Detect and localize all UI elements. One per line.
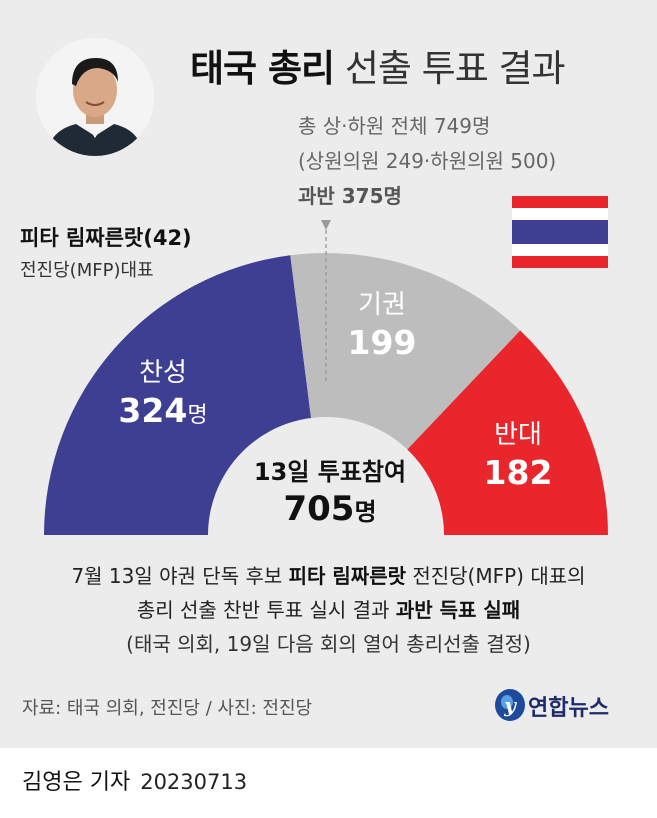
turnout-center: 13일 투표참여 705명 (200, 452, 460, 529)
title-light: 선출 투표 결과 (344, 47, 566, 90)
note-line-1: 7월 13일 야권 단독 후보 피타 림짜른랏 전진당(MFP) 대표의 (0, 560, 657, 589)
segment-yes-unit: 명 (187, 403, 208, 428)
segment-no-name: 반대 (494, 420, 542, 450)
credit-line: 김영은 기자 20230713 (22, 764, 247, 796)
segment-abstain-value: 199 (347, 323, 417, 362)
turnout-label: 13일 투표참여 (253, 458, 407, 486)
note-line-1-a: 7월 13일 야권 단독 후보 (71, 564, 289, 588)
infographic-card: 태국 총리 선출 투표 결과 총 상·하원 전체 749명 (상원의원 249·… (0, 0, 657, 748)
segment-no (407, 330, 608, 535)
note-line-1-c: 전진당(MFP) 대표의 (406, 564, 586, 588)
total-seats-text: 총 상·하원 전체 749명 (298, 114, 491, 138)
segment-yes-name: 찬성 (139, 358, 187, 388)
seat-breakdown-text: (상원의원 249·하원의원 500) (298, 149, 557, 173)
note-line-2-b: 과반 득표 실패 (395, 598, 521, 622)
majority-text: 과반 375명 (298, 184, 402, 208)
title-bold: 태국 총리 (190, 47, 335, 90)
yonhap-logo-text: 연합뉴스 (528, 696, 609, 721)
majority-marker-icon (321, 220, 331, 382)
segment-abstain-name: 기권 (358, 290, 406, 320)
segment-yes (44, 255, 312, 535)
reporter-name: 김영은 기자 (22, 770, 131, 795)
candidate-photo (36, 38, 154, 156)
segment-yes-value: 324 (118, 391, 188, 430)
thailand-flag-icon (512, 196, 608, 268)
turnout-total: 705 (283, 489, 355, 529)
note-line-1-b: 피타 림짜른랏 (288, 564, 406, 588)
vote-chart (44, 220, 608, 535)
candidate-party: 전진당(MFP)대표 (20, 260, 154, 281)
chart-title: 태국 총리 선출 투표 결과 (190, 38, 630, 92)
yonhap-logo-icon: y (495, 689, 525, 721)
turnout-unit: 명 (354, 498, 377, 526)
logo-mark: y (503, 693, 517, 717)
segment-abstain (290, 253, 521, 450)
note-line-2-a: 총리 선출 찬반 투표 실시 결과 (136, 598, 396, 622)
note-line-2: 총리 선출 찬반 투표 실시 결과 과반 득표 실패 (0, 594, 657, 623)
segment-no-value: 182 (483, 453, 553, 492)
credit-date: 20230713 (140, 770, 248, 794)
source-text: 자료: 태국 의회, 전진당 / 사진: 전진당 (22, 698, 313, 719)
segment-label-yes: 찬성 324명 (98, 352, 228, 430)
note-line-3: (태국 의회, 19일 다음 회의 열어 총리선출 결정) (126, 632, 531, 656)
candidate-name: 피타 림짜른랏(42) (20, 226, 192, 250)
segment-label-no: 반대 182 (458, 414, 578, 492)
segment-label-abstain: 기권 199 (322, 284, 442, 362)
